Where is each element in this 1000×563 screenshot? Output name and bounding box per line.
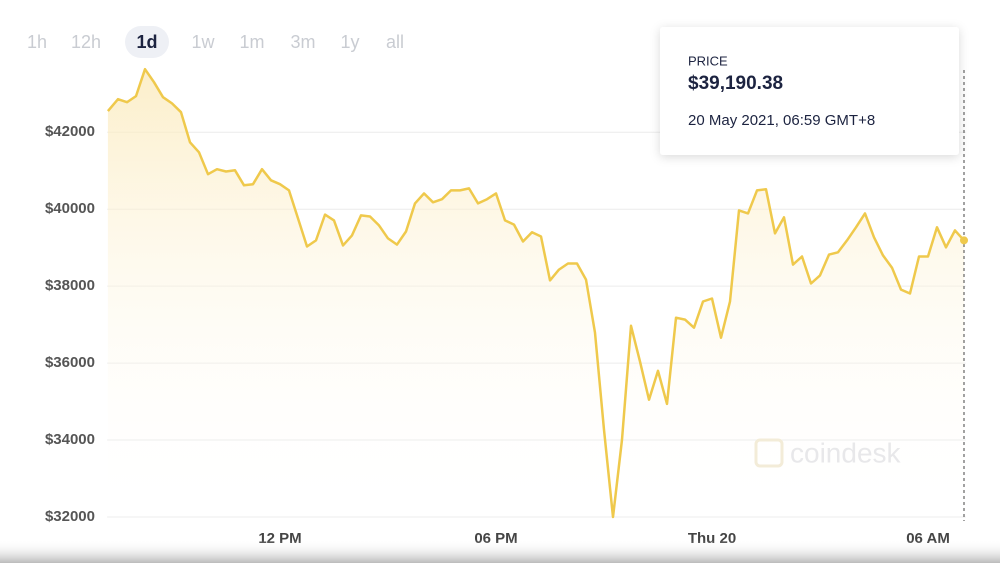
watermark: coindesk (790, 437, 902, 468)
tooltip-heading: PRICE (688, 53, 728, 68)
hover-point (960, 236, 968, 245)
y-tick-label: $40000 (45, 200, 95, 217)
bottom-shade (0, 540, 1000, 563)
y-tick-label: $42000 (45, 123, 95, 140)
y-tick-label: $38000 (45, 277, 95, 294)
tooltip: PRICE $39,190.38 20 May 2021, 06:59 GMT+… (660, 27, 959, 155)
range-button[interactable]: 1y (340, 32, 359, 52)
plot (106, 67, 968, 521)
tooltip-date: 20 May 2021, 06:59 GMT+8 (688, 112, 875, 129)
y-tick-label: $34000 (45, 431, 95, 448)
y-tick-label: $32000 (45, 508, 95, 525)
range-button[interactable]: 1h (27, 32, 47, 52)
tooltip-price: $39,190.38 (688, 73, 783, 94)
tooltip-box (660, 27, 959, 155)
range-button[interactable]: all (386, 32, 404, 52)
area (107, 69, 964, 517)
price-line (106, 67, 965, 519)
range-button[interactable]: 1m (239, 32, 264, 52)
range-selector: 1h 12h 1d 1w 1m 3m 1y all (27, 26, 404, 58)
range-selected-bg (125, 26, 169, 58)
range-button[interactable]: 12h (71, 32, 101, 52)
range-button[interactable]: 1d (136, 32, 157, 52)
range-button[interactable]: 3m (290, 32, 315, 52)
y-tick-label: $36000 (45, 354, 95, 371)
range-button[interactable]: 1w (191, 32, 215, 52)
watermark-logo (754, 438, 784, 468)
